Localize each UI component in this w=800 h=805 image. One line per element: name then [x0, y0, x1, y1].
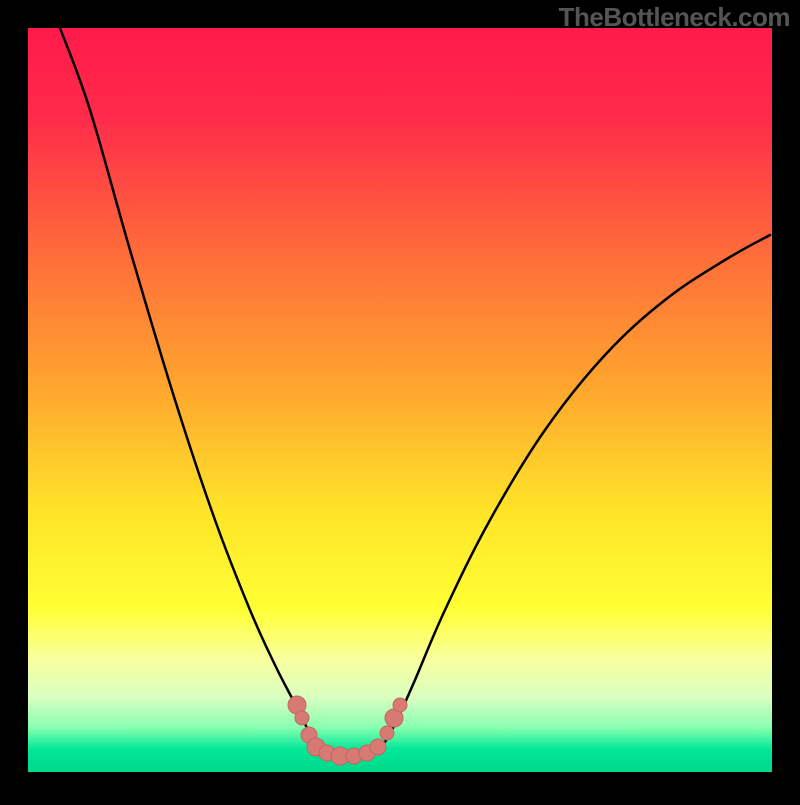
plot-background-gradient [28, 28, 772, 772]
data-marker [380, 726, 394, 740]
chart-frame: TheBottleneck.com [0, 0, 800, 800]
data-marker [393, 698, 407, 712]
watermark-text: TheBottleneck.com [559, 2, 790, 33]
data-marker [295, 711, 309, 725]
data-marker [370, 739, 386, 755]
bottleneck-curve-chart [0, 0, 800, 800]
